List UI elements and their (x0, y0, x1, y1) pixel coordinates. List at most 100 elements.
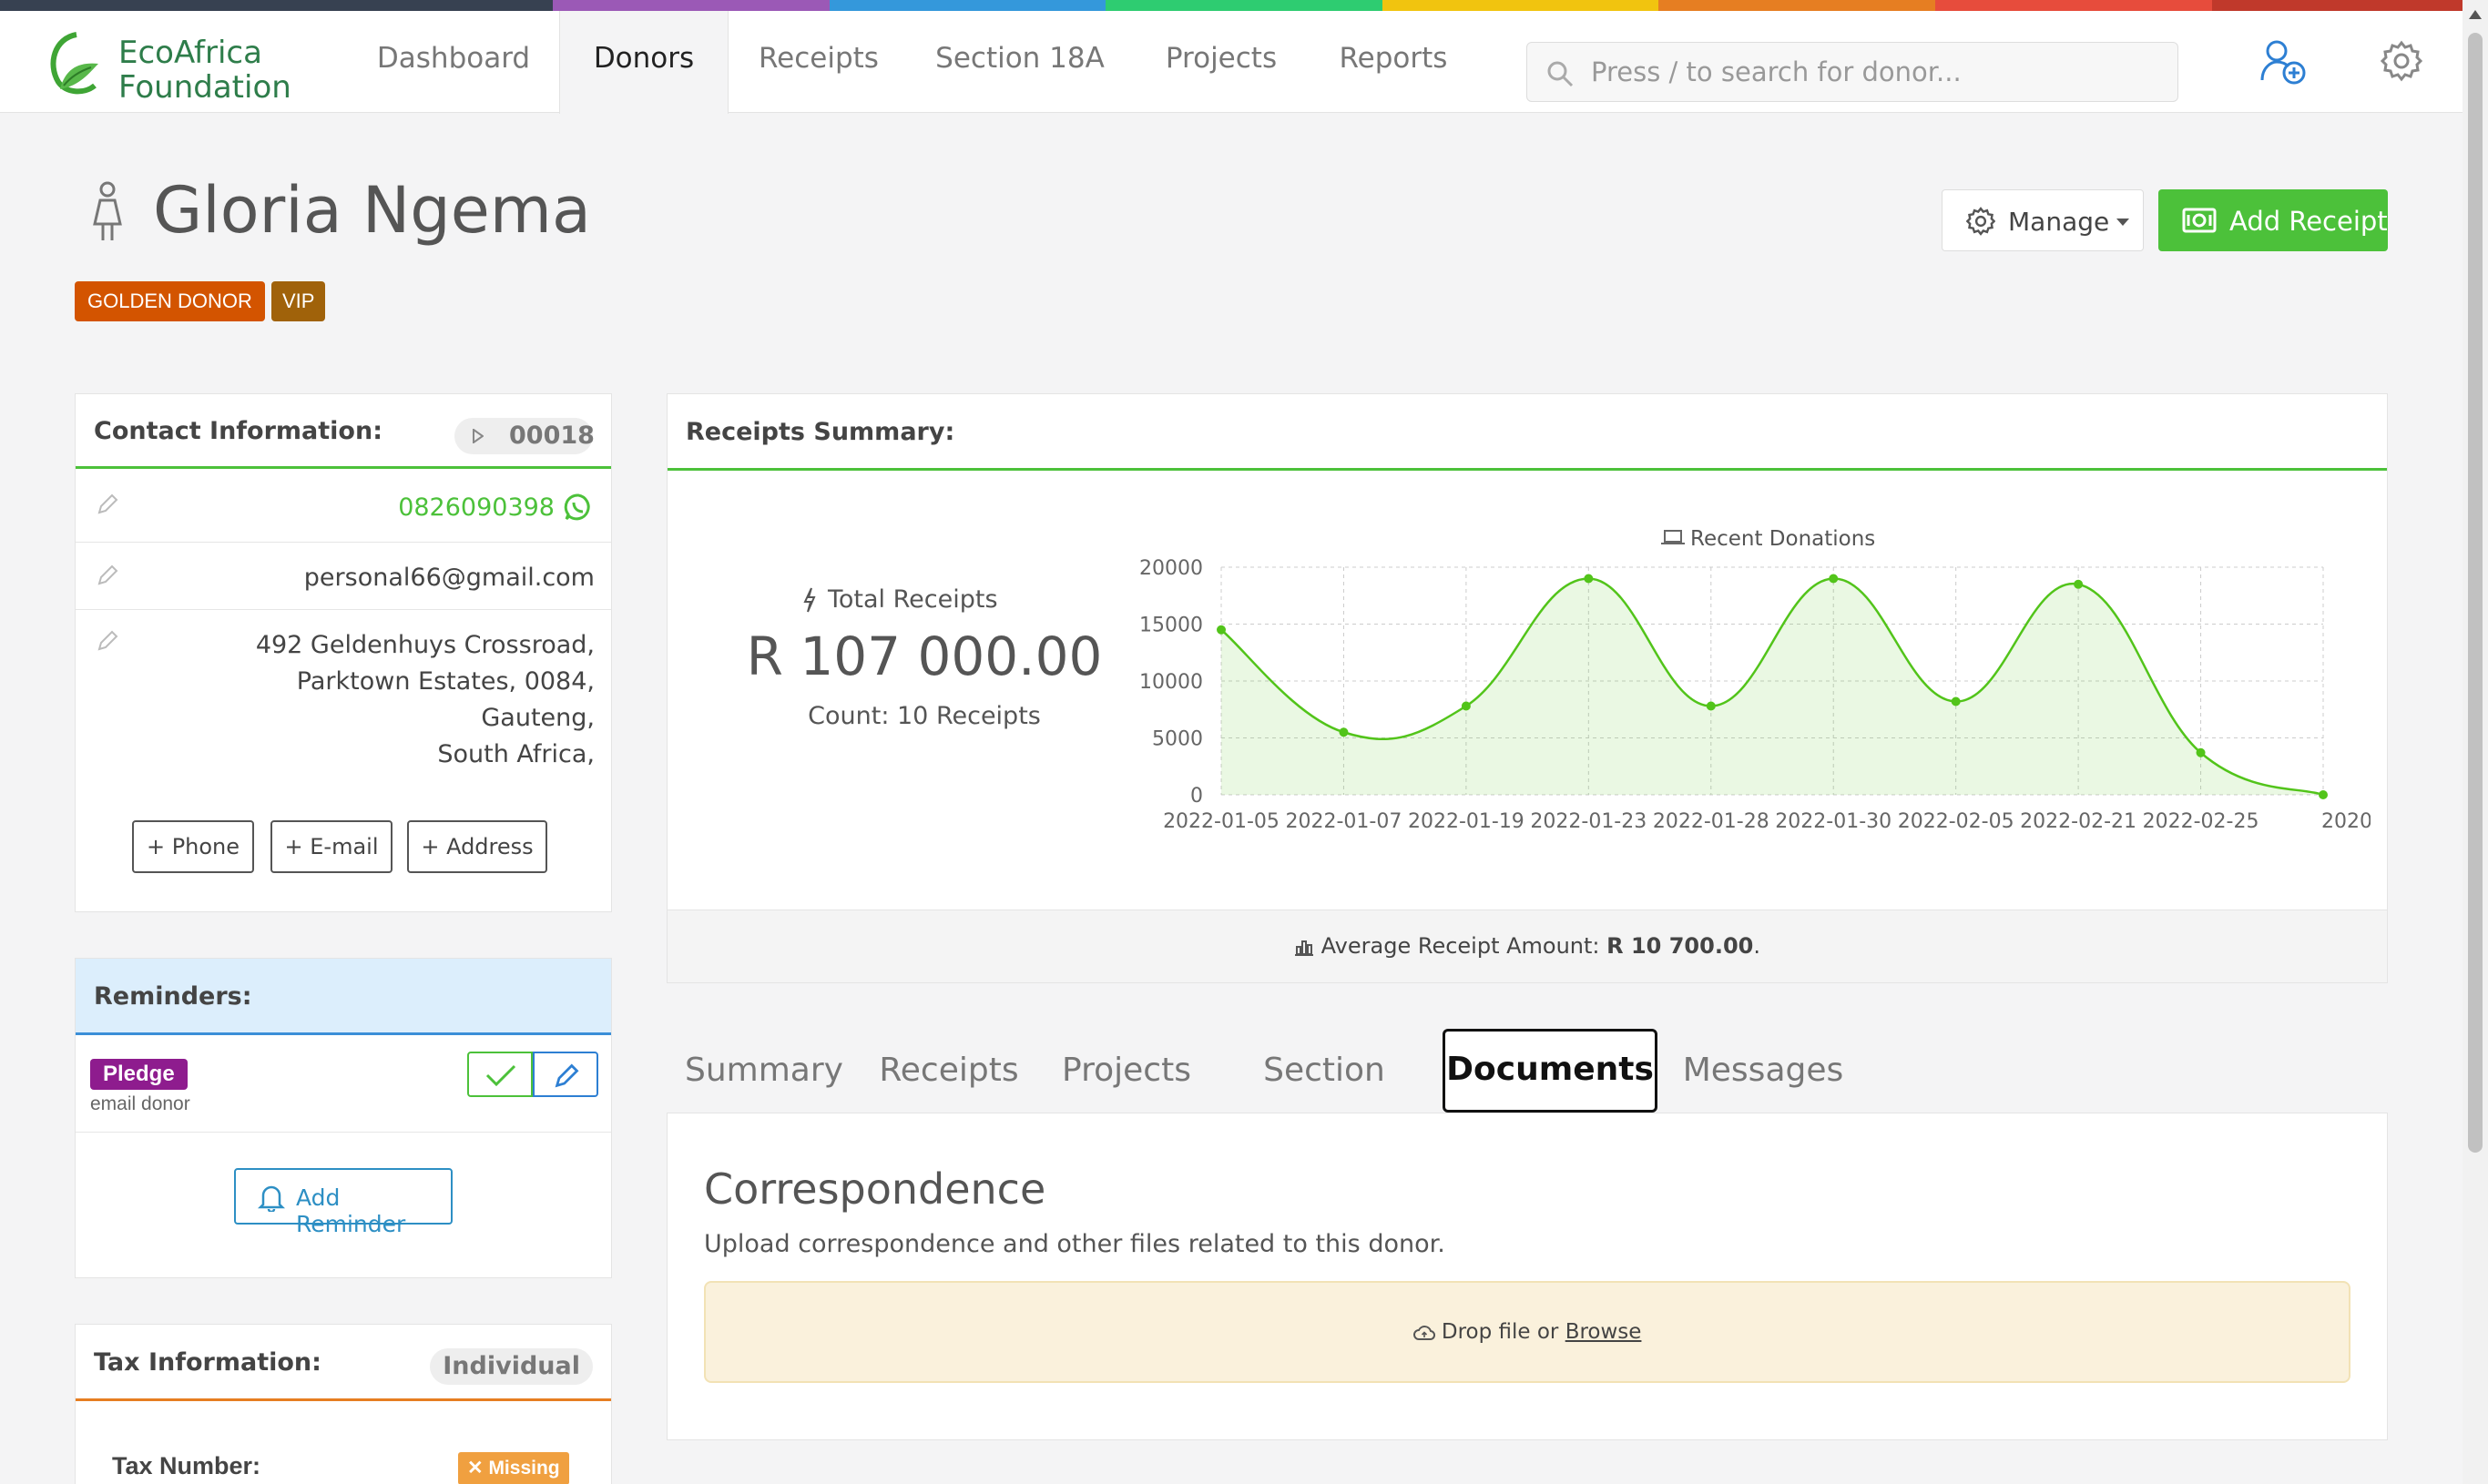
browse-link[interactable]: Browse (1565, 1320, 1642, 1344)
contact-address[interactable]: 492 Geldenhuys Crossroad, Parktown Estat… (256, 627, 595, 773)
total-receipts-amount: R 107 000.00 (746, 625, 1103, 687)
close-x-icon: ✕ (467, 1458, 489, 1479)
nav-tab-reports[interactable]: Reports (1339, 42, 1448, 75)
reminders-header: Reminders: (76, 959, 611, 1035)
nav-tab-projects[interactable]: Projects (1165, 42, 1278, 75)
y-tick-label: 15000 (1139, 615, 1203, 637)
total-receipts-label: Total Receipts (828, 585, 998, 614)
x-tick-label: 2022-01-07 (1286, 810, 1402, 833)
data-point (1217, 625, 1226, 635)
y-tick-label: 5000 (1152, 728, 1203, 751)
contact-info-card: Contact Information: 00018 0826090398 pe… (75, 393, 612, 912)
brand-name-line1: EcoAfrica (118, 35, 262, 71)
data-point (1829, 574, 1839, 584)
whatsapp-icon[interactable] (564, 493, 593, 522)
add-receipt-button[interactable]: Add Receipt (2158, 189, 2388, 251)
complete-reminder-button[interactable] (467, 1052, 533, 1097)
average-receipt-bar: Average Receipt Amount: R 10 700.00. (667, 910, 2388, 983)
phone-number: 0826090398 (398, 493, 555, 522)
top-navbar: EcoAfrica Foundation Dashboard Donors Re… (0, 11, 2463, 114)
scroll-up-arrow-icon[interactable] (2468, 9, 2483, 20)
x-tick-label: 2022-02-21 (2020, 810, 2136, 833)
cash-icon (2182, 208, 2217, 233)
tab-summary[interactable]: Summary (685, 1052, 843, 1089)
tax-info-card: Tax Information: Individual Tax Number: … (75, 1324, 612, 1484)
female-person-icon (93, 181, 122, 240)
add-address-button[interactable]: + Address (407, 820, 547, 873)
badge-vip: VIP (271, 281, 326, 321)
donor-name: Gloria Ngema (153, 173, 591, 248)
row-divider (76, 542, 611, 543)
add-reminder-button[interactable]: Add Reminder (234, 1168, 453, 1237)
x-tick-label: 2022-01-05 (1163, 810, 1280, 833)
color-strip-segment (2211, 0, 2488, 11)
average-label: Average Receipt Amount: (1320, 933, 1607, 959)
address-line: Parktown Estates, 0084, (296, 667, 595, 696)
contact-email[interactable]: personal66@gmail.com (303, 564, 595, 592)
reminder-note: email donor (90, 1093, 190, 1114)
tab-messages[interactable]: Messages (1682, 1052, 1844, 1089)
badge-golden-donor: GOLDEN DONOR (75, 281, 265, 321)
edit-pencil-icon[interactable] (96, 493, 119, 516)
tax-status-badge: ✕ Missing (458, 1452, 569, 1484)
nav-tab-receipts[interactable]: Receipts (759, 42, 879, 75)
nav-tab-donors[interactable]: Donors (559, 11, 729, 114)
add-user-icon[interactable] (2259, 36, 2310, 87)
add-receipt-label: Add Receipt (2229, 206, 2388, 237)
average-end: . (1753, 933, 1760, 959)
data-point (2196, 747, 2206, 757)
scrollbar-thumb[interactable] (2468, 33, 2483, 1153)
brand-logo[interactable]: EcoAfrica Foundation (44, 25, 299, 106)
contact-info-header: Contact Information: 00018 (76, 394, 611, 469)
data-point (1706, 701, 1716, 711)
correspondence-subtitle: Upload correspondence and other files re… (704, 1230, 1445, 1258)
gear-icon[interactable] (2381, 40, 2422, 82)
tab-section-18a[interactable]: Section 18A (1263, 1052, 1385, 1173)
data-point (2074, 579, 2084, 589)
reminders-card: Reminders: Pledge email donor Add Remind… (75, 958, 612, 1278)
top-color-strip (0, 0, 2488, 11)
caret-down-icon (2116, 219, 2129, 226)
x-tick-label: 2022-01-19 (1408, 810, 1524, 833)
tax-info-title: Tax Information: (94, 1348, 321, 1377)
checkmark-icon (485, 1064, 516, 1086)
y-tick-label: 10000 (1139, 671, 1203, 694)
y-tick-label: 0 (1190, 785, 1203, 808)
brand-name-line2: Foundation (118, 69, 291, 106)
add-phone-button[interactable]: + Phone (132, 820, 254, 873)
contact-phone[interactable]: 0826090398 (398, 493, 593, 522)
pencil-icon (555, 1063, 579, 1088)
laptop-icon (1661, 530, 1685, 544)
color-strip-segment (1658, 0, 1935, 11)
donor-id-pill[interactable]: 00018 (454, 418, 595, 454)
tax-number-label: Tax Number: (112, 1452, 261, 1479)
series-line (1220, 577, 2324, 797)
tab-receipts[interactable]: Receipts (879, 1052, 1019, 1089)
color-strip-segment (1934, 0, 2212, 11)
data-point (1461, 701, 1471, 711)
row-divider (76, 1132, 611, 1133)
address-line: South Africa, (437, 740, 595, 768)
edit-reminder-button[interactable] (533, 1052, 598, 1097)
search-input[interactable] (1591, 43, 2165, 101)
drop-file-text: Drop file or (1441, 1320, 1565, 1344)
chart-title-group (1661, 530, 1685, 544)
x-tick-label: 202​04- (2321, 810, 2371, 833)
nav-tab-section-18a[interactable]: Section 18A (935, 42, 1105, 75)
tab-documents[interactable]: Documents (1443, 1029, 1657, 1113)
chart-title: Recent Donations (1690, 527, 1875, 551)
edit-pencil-icon[interactable] (96, 564, 119, 587)
bar-chart-icon (1295, 940, 1314, 956)
data-point (1951, 696, 1961, 706)
color-strip-segment (276, 0, 554, 11)
manage-dropdown-button[interactable]: Manage (1942, 189, 2144, 251)
file-dropzone[interactable]: Drop file or Browse (704, 1281, 2350, 1383)
play-triangle-icon (473, 429, 484, 443)
donor-id: 00018 (509, 422, 595, 450)
tab-projects[interactable]: Projects (1062, 1052, 1191, 1089)
edit-pencil-icon[interactable] (96, 629, 119, 653)
receipts-count: Count: 10 Receipts (808, 702, 1041, 730)
add-email-button[interactable]: + E-mail (270, 820, 393, 873)
nav-tab-dashboard[interactable]: Dashboard (376, 42, 531, 75)
